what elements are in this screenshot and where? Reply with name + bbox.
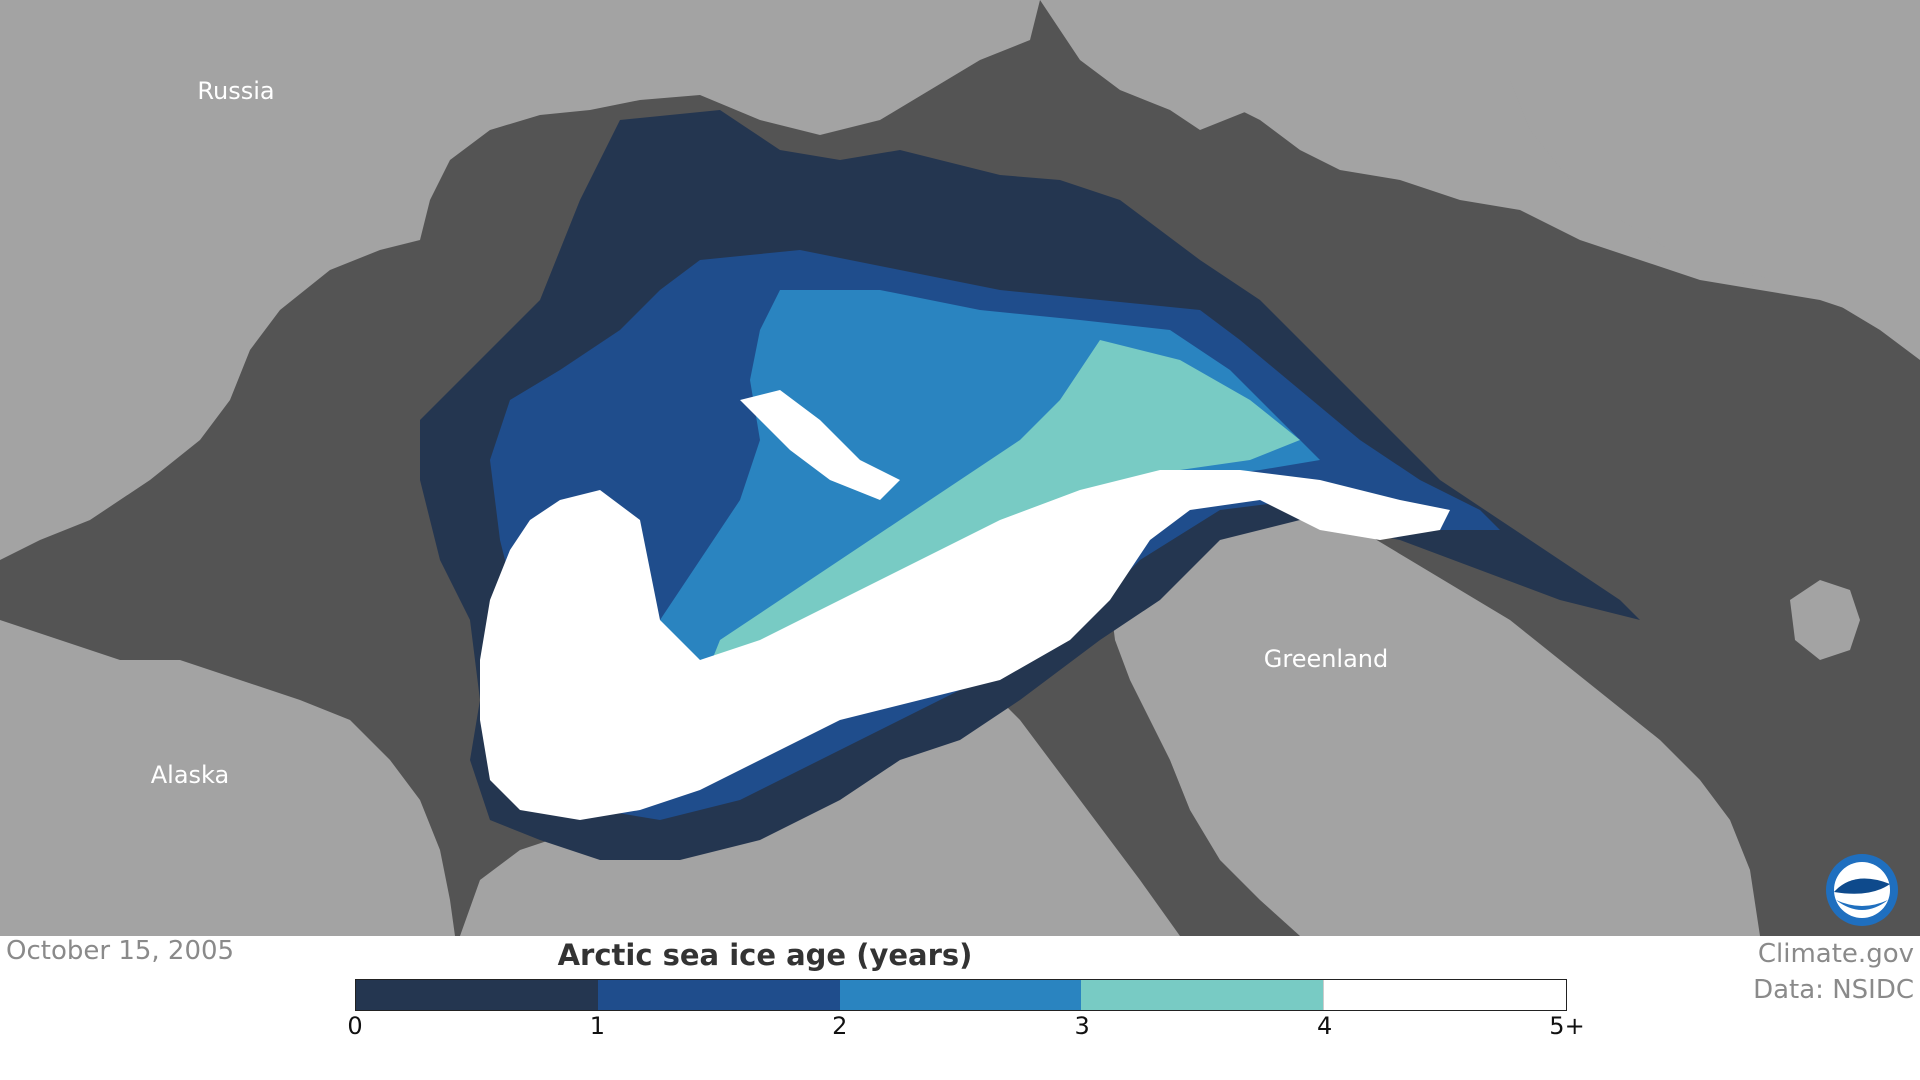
legend-title: Arctic sea ice age (years)	[557, 938, 973, 972]
land-greenland	[1110, 500, 1760, 936]
credit-data-source: Data: NSIDC	[1753, 975, 1914, 1005]
legend-tick-label: 5+	[1549, 1012, 1585, 1040]
noaa-logo-icon	[1826, 854, 1898, 926]
ice-age-4-5	[480, 470, 1450, 820]
credit-climate-gov: Climate.gov	[1757, 939, 1914, 969]
land-alaska	[0, 620, 455, 936]
label-alaska: Alaska	[150, 761, 230, 789]
land-russia	[0, 0, 1040, 560]
footer: October 15, 2005 Arctic sea ice age (yea…	[0, 936, 1920, 1080]
credit-block: Climate.gov Data: NSIDC	[1753, 936, 1914, 1008]
label-russia: Russia	[197, 77, 275, 105]
legend-color-bar	[355, 979, 1567, 1011]
legend-tick-label: 1	[589, 1012, 606, 1040]
legend-tick-label: 3	[1074, 1012, 1090, 1040]
ice-age-4-5-ridge	[740, 390, 900, 500]
legend-swatch-3-4	[1081, 980, 1324, 1010]
date-label: October 15, 2005	[6, 936, 235, 966]
legend-swatch-4-5+	[1323, 980, 1566, 1010]
land-svalbard	[1790, 580, 1860, 660]
legend-tick-label: 4	[1316, 1012, 1333, 1040]
legend-swatch-0-1	[356, 980, 598, 1010]
legend-tick-label: 2	[832, 1012, 848, 1040]
map-panel: Russia Alaska Greenland	[0, 0, 1920, 936]
arctic-map	[0, 0, 1920, 936]
legend-tick-label: 0	[347, 1012, 363, 1040]
legend-swatch-2-3	[839, 980, 1082, 1010]
legend-swatch-1-2	[597, 980, 840, 1010]
land-novaya-zemlya	[1170, 40, 1320, 130]
label-greenland: Greenland	[1263, 645, 1389, 673]
land-canada	[460, 690, 1180, 936]
land-scandinavia	[1510, 0, 1920, 360]
